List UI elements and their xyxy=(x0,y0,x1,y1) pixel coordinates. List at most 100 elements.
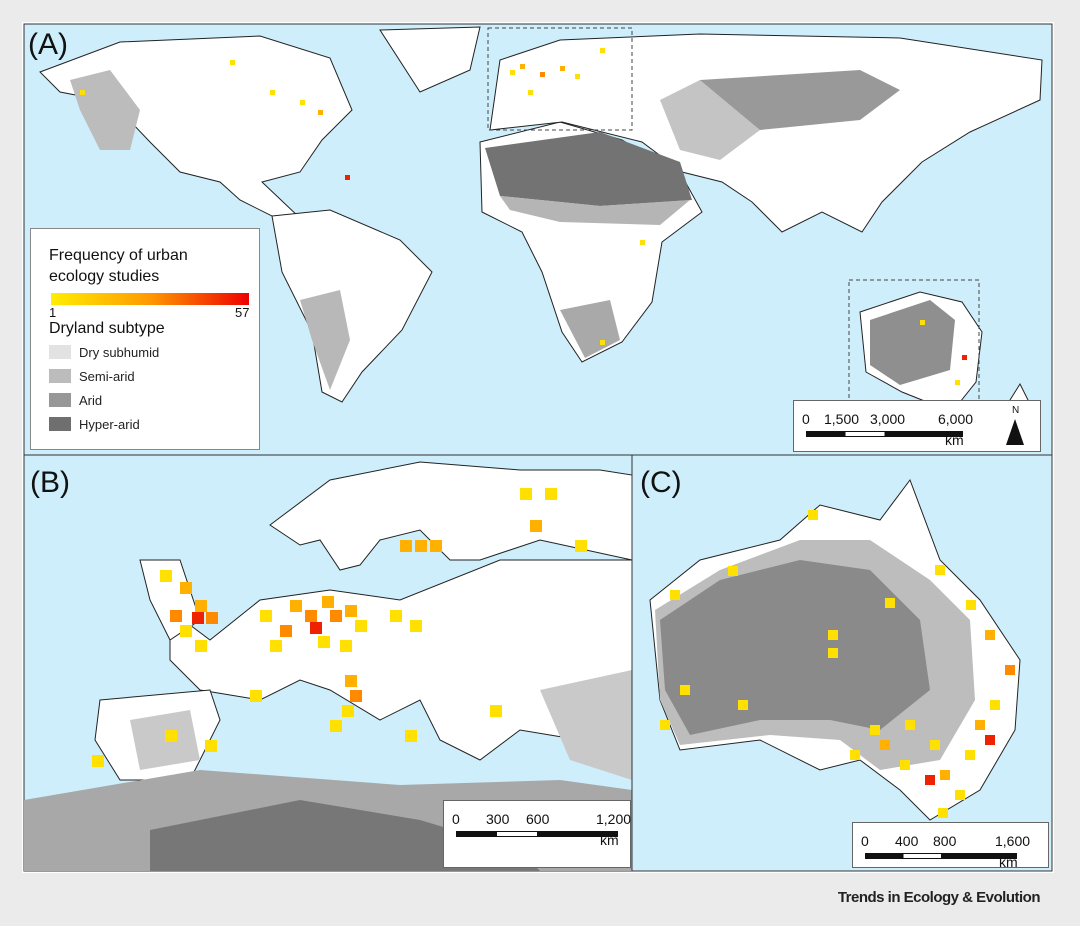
hotspot xyxy=(905,720,915,730)
legend-min: 1 xyxy=(49,305,57,320)
hotspot xyxy=(490,705,502,717)
hotspot xyxy=(600,340,605,345)
scale-unit: km xyxy=(600,832,619,848)
scale-label: 3,000 xyxy=(870,411,906,427)
hotspot xyxy=(828,648,838,658)
hotspot xyxy=(545,488,557,500)
hotspot xyxy=(955,380,960,385)
hotspot xyxy=(170,610,182,622)
hotspot xyxy=(1005,665,1015,675)
hotspot xyxy=(195,600,207,612)
legend-subtitle: Dryland subtype xyxy=(49,320,165,337)
subtype-label: Hyper-arid xyxy=(79,417,140,432)
hotspot xyxy=(965,750,975,760)
subtype-swatch xyxy=(49,417,71,431)
hotspot xyxy=(165,730,177,742)
hotspot xyxy=(345,175,350,180)
hotspot xyxy=(192,612,204,624)
hotspot xyxy=(560,66,565,71)
scale-label: 600 xyxy=(526,811,550,827)
hotspot xyxy=(575,540,587,552)
hotspot xyxy=(955,790,965,800)
hotspot xyxy=(985,735,995,745)
hotspot xyxy=(345,605,357,617)
panel-c-map xyxy=(631,454,1053,872)
frequency-gradient xyxy=(51,293,249,305)
hotspot xyxy=(318,110,323,115)
scale-bar: 0 400 800 1,600 km xyxy=(852,822,1049,870)
scale-bar: 0 300 600 1,200 km xyxy=(443,800,631,868)
scale-label: 0 xyxy=(861,833,869,849)
hotspot xyxy=(575,74,580,79)
study-hotspots xyxy=(80,48,1015,845)
hotspot xyxy=(925,775,935,785)
hotspot xyxy=(600,48,605,53)
hotspot xyxy=(940,770,950,780)
hotspot xyxy=(80,90,85,95)
hotspot xyxy=(330,720,342,732)
scale-label: 400 xyxy=(895,833,919,849)
hotspot xyxy=(528,90,533,95)
hotspot xyxy=(180,625,192,637)
panel-label: (B) xyxy=(30,466,70,499)
hotspot xyxy=(390,610,402,622)
scale-line xyxy=(865,853,1017,859)
subtype-swatch xyxy=(49,369,71,383)
hotspot xyxy=(270,90,275,95)
scale-label: 0 xyxy=(452,811,460,827)
hotspot xyxy=(728,566,738,576)
hotspot xyxy=(930,740,940,750)
hotspot xyxy=(310,622,322,634)
hotspot xyxy=(962,355,967,360)
scale-label: 300 xyxy=(486,811,510,827)
hotspot xyxy=(300,100,305,105)
hotspot xyxy=(205,740,217,752)
panel-label: (A) xyxy=(28,28,68,61)
hotspot xyxy=(342,705,354,717)
hotspot xyxy=(520,488,532,500)
hotspot xyxy=(900,760,910,770)
hotspot xyxy=(92,755,104,767)
panel-label: (C) xyxy=(640,466,682,499)
hotspot xyxy=(280,625,292,637)
hotspot xyxy=(322,596,334,608)
scale-label: 1,600 xyxy=(995,833,1031,849)
hotspot xyxy=(355,620,367,632)
hotspot xyxy=(318,636,330,648)
subtype-label: Semi-arid xyxy=(79,369,135,384)
scale-label: 800 xyxy=(933,833,957,849)
hotspot xyxy=(990,700,1000,710)
hotspot xyxy=(206,612,218,624)
scale-label: 0 xyxy=(802,411,810,427)
hotspot xyxy=(935,565,945,575)
north-arrow xyxy=(1006,419,1024,445)
hotspot xyxy=(250,690,262,702)
hotspot xyxy=(808,510,818,520)
hotspot xyxy=(850,750,860,760)
hotspot xyxy=(400,540,412,552)
hotspot xyxy=(530,520,542,532)
scale-unit: km xyxy=(945,432,964,448)
scale-unit: km xyxy=(999,854,1018,870)
legend: Frequency of urban ecology studies 1 57 … xyxy=(30,228,260,450)
scale-label: 1,200 xyxy=(596,811,632,827)
subtype-swatch xyxy=(49,393,71,407)
scale-bar: 0 1,500 3,000 6,000 km N xyxy=(793,400,1041,452)
hotspot xyxy=(660,720,670,730)
hotspot xyxy=(828,630,838,640)
hotspot xyxy=(966,600,976,610)
hotspot xyxy=(260,610,272,622)
hotspot xyxy=(180,582,192,594)
hotspot xyxy=(305,610,317,622)
scale-line xyxy=(806,431,963,437)
hotspot xyxy=(870,725,880,735)
hotspot xyxy=(230,60,235,65)
hotspot xyxy=(880,740,890,750)
hotspot xyxy=(330,610,342,622)
hotspot xyxy=(340,640,352,652)
hotspot xyxy=(195,640,207,652)
hotspot xyxy=(345,675,357,687)
subtype-swatch xyxy=(49,345,71,359)
